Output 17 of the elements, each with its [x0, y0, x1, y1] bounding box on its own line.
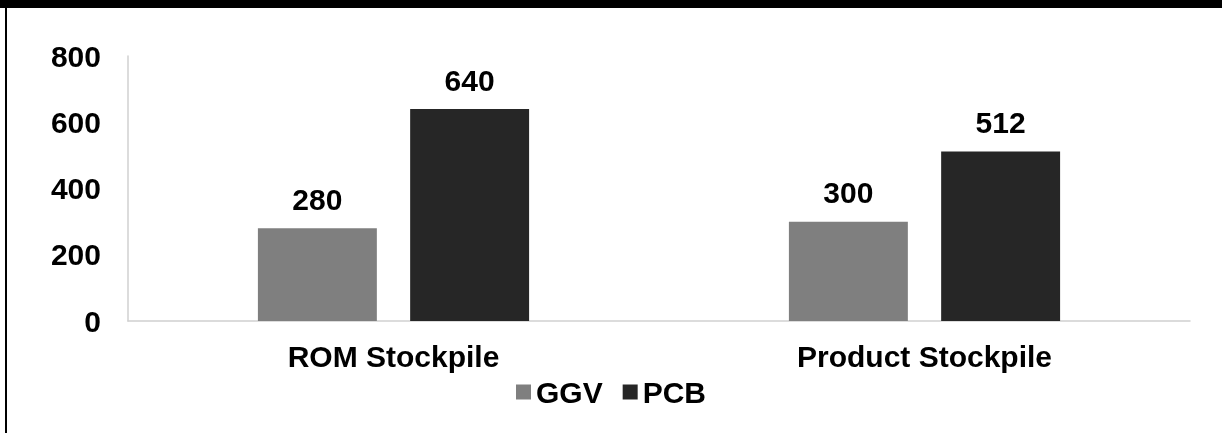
- y-tick-label: 200: [50, 238, 101, 272]
- y-tick-label: 600: [50, 105, 101, 139]
- legend-label: GGV: [535, 375, 603, 409]
- data-label: 512: [975, 105, 1026, 139]
- data-label: 640: [444, 63, 495, 97]
- x-tick-label: ROM Stockpile: [287, 339, 500, 373]
- y-tick-label: 800: [50, 39, 101, 73]
- y-tick-label: 400: [50, 172, 101, 205]
- data-label: 300: [823, 176, 874, 210]
- y-tick-label: 0: [84, 304, 101, 338]
- bar: [788, 221, 908, 321]
- x-tick-label: Product Stockpile: [796, 339, 1053, 373]
- legend-label: PCB: [642, 375, 707, 409]
- bar: [410, 109, 530, 321]
- data-label: 280: [292, 182, 343, 216]
- bar: [941, 151, 1061, 321]
- bar: [257, 228, 377, 321]
